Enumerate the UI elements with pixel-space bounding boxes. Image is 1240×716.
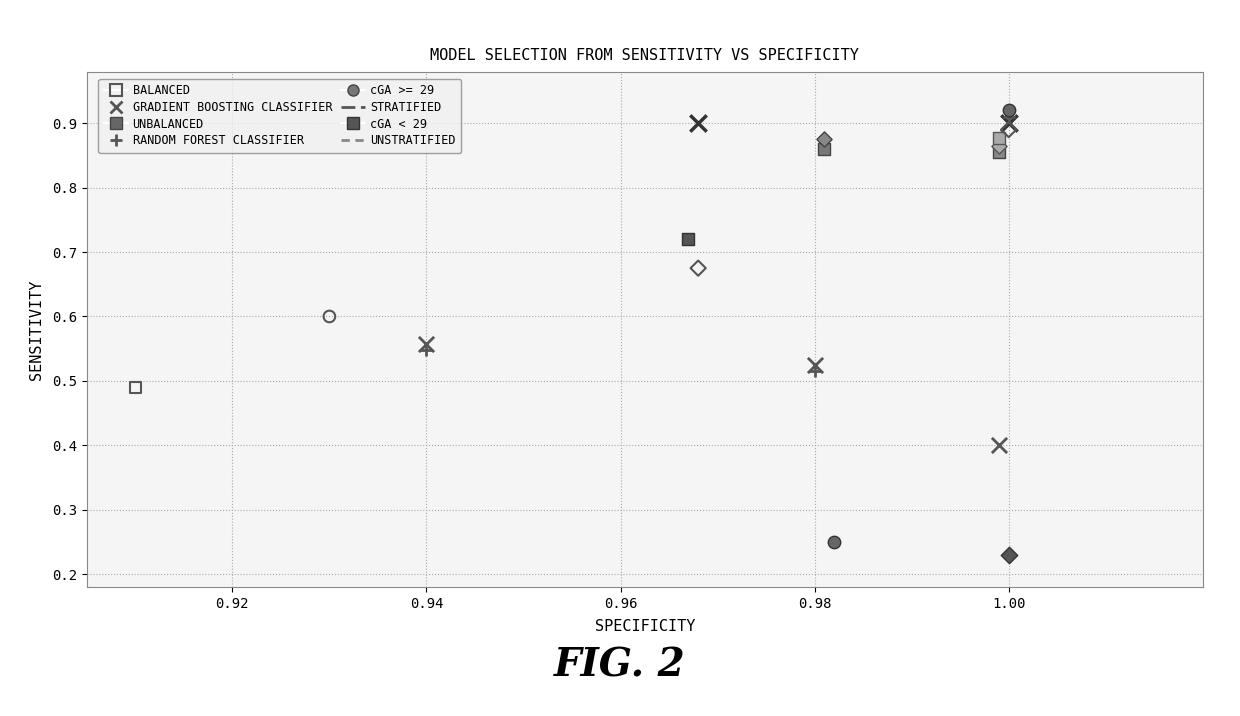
Point <box>805 365 825 377</box>
Point <box>688 262 708 274</box>
Point <box>825 536 844 548</box>
Point <box>815 133 835 145</box>
Point <box>320 311 340 322</box>
Point <box>688 117 708 129</box>
Point <box>998 111 1018 122</box>
Point <box>678 233 698 245</box>
Point <box>815 143 835 155</box>
Point <box>998 124 1018 135</box>
Text: FIG. 2: FIG. 2 <box>554 647 686 685</box>
Legend: BALANCED, GRADIENT BOOSTING CLASSIFIER, UNBALANCED, RANDOM FOREST CLASSIFIER, cG: BALANCED, GRADIENT BOOSTING CLASSIFIER, … <box>98 79 461 153</box>
Title: MODEL SELECTION FROM SENSITIVITY VS SPECIFICITY: MODEL SELECTION FROM SENSITIVITY VS SPEC… <box>430 49 859 64</box>
Point <box>990 140 1009 152</box>
Point <box>805 359 825 371</box>
Point <box>998 105 1018 116</box>
Point <box>417 344 436 356</box>
Point <box>417 338 436 349</box>
Point <box>990 132 1009 144</box>
Point <box>125 382 145 393</box>
Y-axis label: SENSITIVITY: SENSITIVITY <box>29 279 43 379</box>
Point <box>998 117 1018 129</box>
Point <box>990 146 1009 158</box>
Point <box>990 440 1009 451</box>
Point <box>998 549 1018 561</box>
X-axis label: SPECIFICITY: SPECIFICITY <box>595 619 694 634</box>
